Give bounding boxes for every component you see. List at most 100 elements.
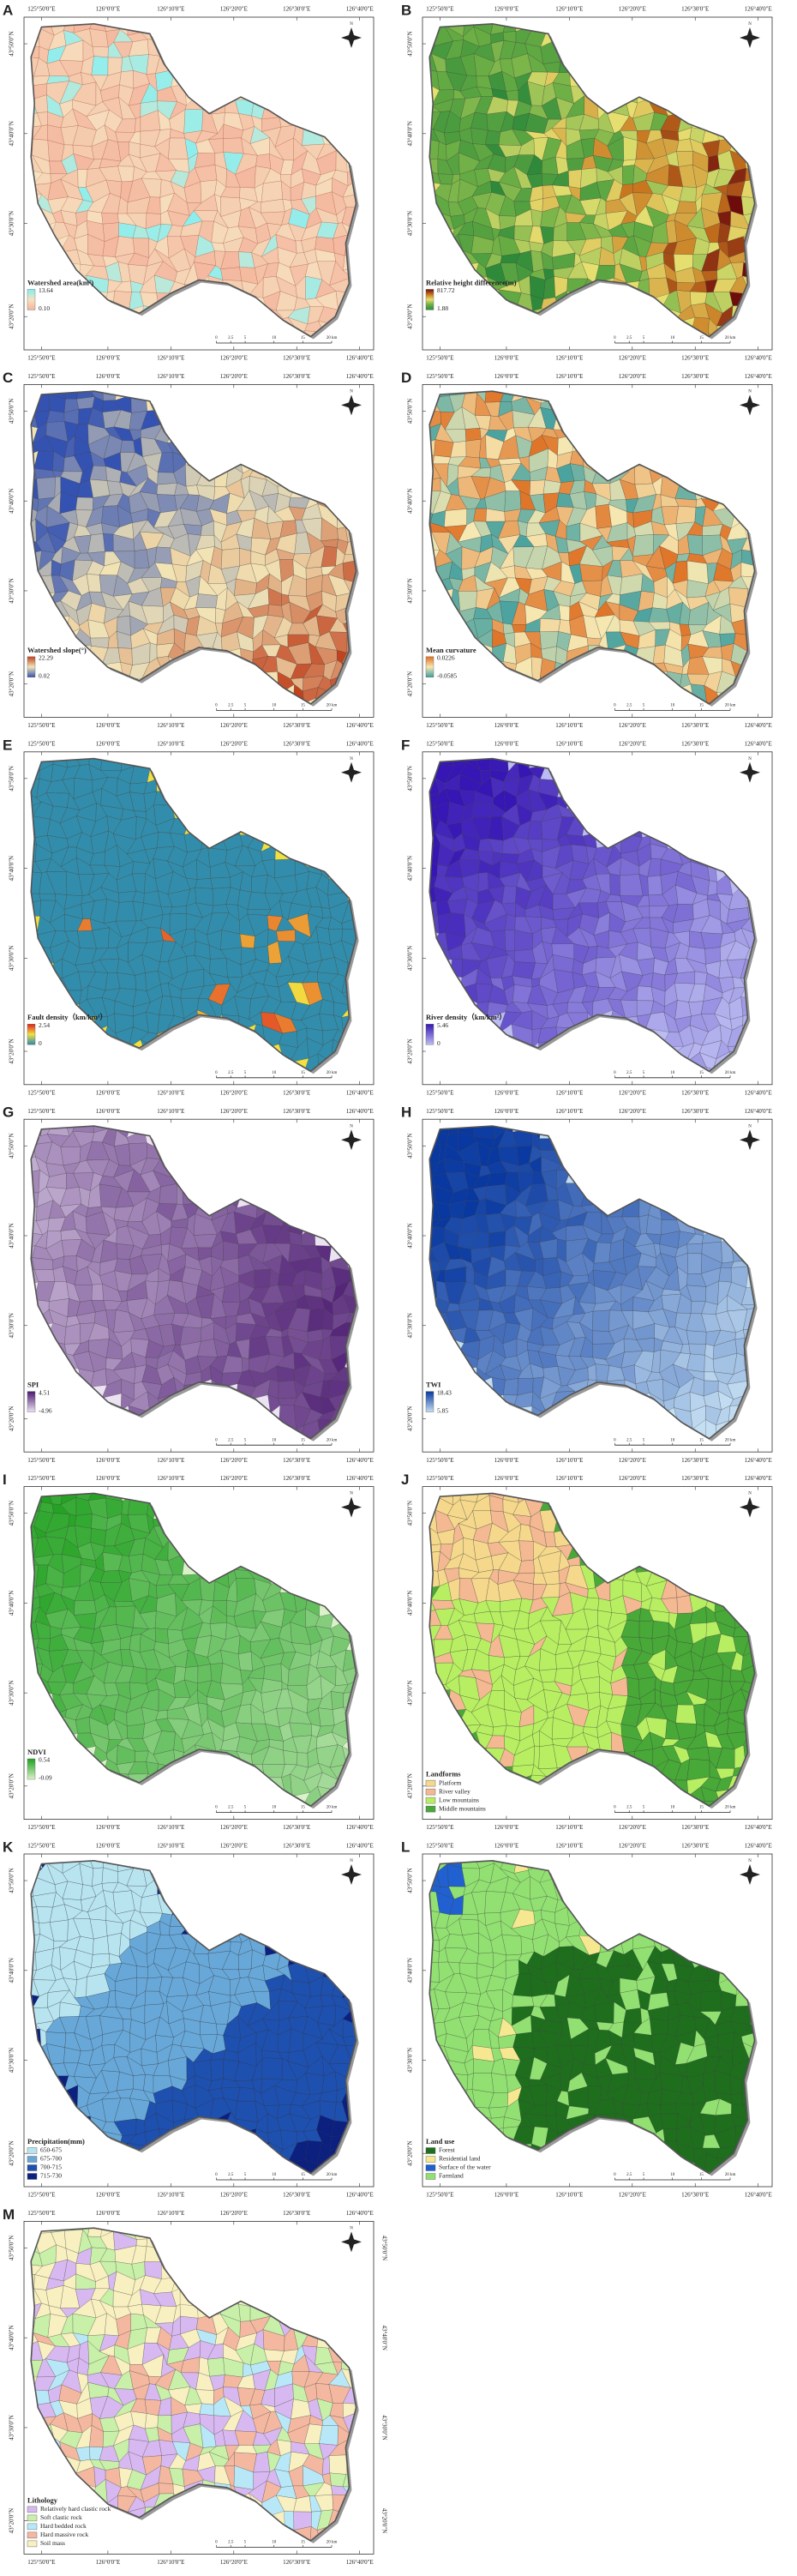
longitude-label: 125°50'0"E (27, 1824, 55, 1831)
map-cell (465, 428, 481, 441)
longitude-label: 126°30'0"E (681, 355, 709, 362)
longitude-label: 126°0'0"E (494, 722, 519, 729)
latitude-label: 43°20'0"N (9, 1038, 15, 1063)
map-cell (515, 930, 533, 951)
map-cell (627, 1677, 640, 1699)
longitude-label: 126°10'0"E (157, 722, 184, 729)
longitude-label: 126°0'0"E (96, 722, 121, 729)
legend-max: 0.54 (39, 1756, 50, 1764)
longitude-label: 126°40'0"E (346, 1824, 374, 1831)
scale-label: 20 km (725, 336, 736, 340)
longitude-label: 126°30'0"E (283, 373, 310, 380)
longitude-label: 126°0'0"E (494, 1457, 519, 1464)
latitude-label: 43°40'0"N (407, 488, 414, 513)
map-cell (261, 181, 283, 202)
legend-ramp (426, 289, 434, 310)
longitude-label: 125°50'0"E (27, 1457, 55, 1464)
map-cell (622, 166, 634, 185)
map-cell (687, 1759, 710, 1780)
scale-label: 10 (272, 1071, 277, 1075)
longitude-label: 126°20'0"E (619, 355, 646, 362)
latitude-label: 43°50'0"N (9, 766, 15, 791)
legend-swatch (426, 1780, 435, 1786)
legend-label: River valley (439, 1787, 470, 1795)
scale-label: 2.5 (626, 704, 632, 708)
map-cell (127, 1724, 145, 1738)
longitude-label: 126°20'0"E (619, 373, 646, 380)
scale-label: 15 (699, 1438, 704, 1442)
map-cell (155, 547, 172, 564)
map-cell (505, 491, 521, 512)
latitude-label: 43°30'0"N (9, 211, 15, 236)
north-label: N (748, 22, 752, 27)
latitude-label: 43°30'0"N (9, 2048, 15, 2073)
longitude-label: 126°30'0"E (283, 6, 310, 13)
map-cell (279, 1381, 297, 1399)
longitude-label: 126°30'0"E (681, 740, 709, 747)
longitude-label: 126°10'0"E (555, 722, 583, 729)
legend-min: 0.02 (39, 672, 50, 680)
longitude-label: 126°0'0"E (494, 1089, 519, 1096)
map-cell (528, 821, 542, 840)
panel-letter: B (401, 2, 411, 18)
longitude-label: 125°50'0"E (27, 740, 55, 747)
map-cell (75, 497, 93, 510)
north-label: N (350, 1124, 353, 1129)
legend-title: Fault density（km/km²） (27, 1013, 107, 1021)
map-cell (686, 1243, 702, 1254)
longitude-label: 126°0'0"E (96, 740, 121, 747)
longitude-label: 126°30'0"E (681, 722, 709, 729)
map-cell (719, 1267, 732, 1282)
longitude-label: 126°30'0"E (681, 373, 709, 380)
longitude-label: 126°10'0"E (157, 740, 184, 747)
longitude-label: 126°40'0"E (745, 722, 772, 729)
map-cell (543, 276, 555, 299)
longitude-label: 126°0'0"E (96, 1108, 121, 1115)
longitude-label: 126°30'0"E (283, 740, 310, 747)
longitude-label: 126°40'0"E (346, 1843, 374, 1850)
longitude-label: 126°10'0"E (555, 740, 583, 747)
legend-ramp (426, 1024, 434, 1044)
longitude-label: 126°20'0"E (220, 1824, 248, 1831)
longitude-label: 126°30'0"E (283, 1108, 310, 1115)
latitude-label: 43°40'0"N (407, 121, 414, 146)
scale-label: 10 (670, 1806, 675, 1810)
longitude-label: 126°20'0"E (220, 1843, 248, 1850)
map-cell (637, 986, 654, 1001)
longitude-label: 126°10'0"E (555, 1089, 583, 1096)
map-cell (103, 533, 113, 551)
map-cell (649, 608, 669, 623)
longitude-label: 126°30'0"E (283, 355, 310, 362)
scale-label: 20 km (725, 1071, 736, 1075)
map-cell (676, 506, 696, 524)
map-cell (530, 480, 545, 496)
map-cell (471, 128, 488, 145)
legend-max: 2.54 (39, 1021, 50, 1029)
longitude-label: 126°40'0"E (346, 6, 374, 13)
panel-letter: J (401, 1472, 409, 1488)
latitude-label: 43°40'0"N (407, 856, 414, 881)
north-label: N (748, 757, 752, 761)
legend-label: Middle mountains (439, 1804, 486, 1812)
map-cell (116, 1606, 135, 1628)
longitude-label: 126°30'0"E (681, 1824, 709, 1831)
longitude-label: 126°10'0"E (555, 1475, 583, 1482)
map-cell (503, 1379, 518, 1396)
longitude-label: 125°50'0"E (426, 1457, 453, 1464)
scale-label: 2.5 (626, 1071, 632, 1075)
longitude-label: 126°0'0"E (96, 355, 121, 362)
longitude-label: 126°10'0"E (555, 1824, 583, 1831)
longitude-label: 126°10'0"E (157, 1457, 184, 1464)
north-label: N (350, 1492, 353, 1496)
legend-max: 13.64 (39, 286, 53, 294)
longitude-label: 126°10'0"E (555, 1108, 583, 1115)
legend-title: Watershed area(km²) (27, 278, 93, 286)
legend-min: -4.96 (39, 1406, 52, 1414)
map-cell (47, 411, 65, 423)
longitude-label: 126°10'0"E (157, 1089, 184, 1096)
map-cell (93, 1936, 109, 1955)
panel-letter: E (3, 737, 12, 753)
map-cell (506, 91, 518, 101)
